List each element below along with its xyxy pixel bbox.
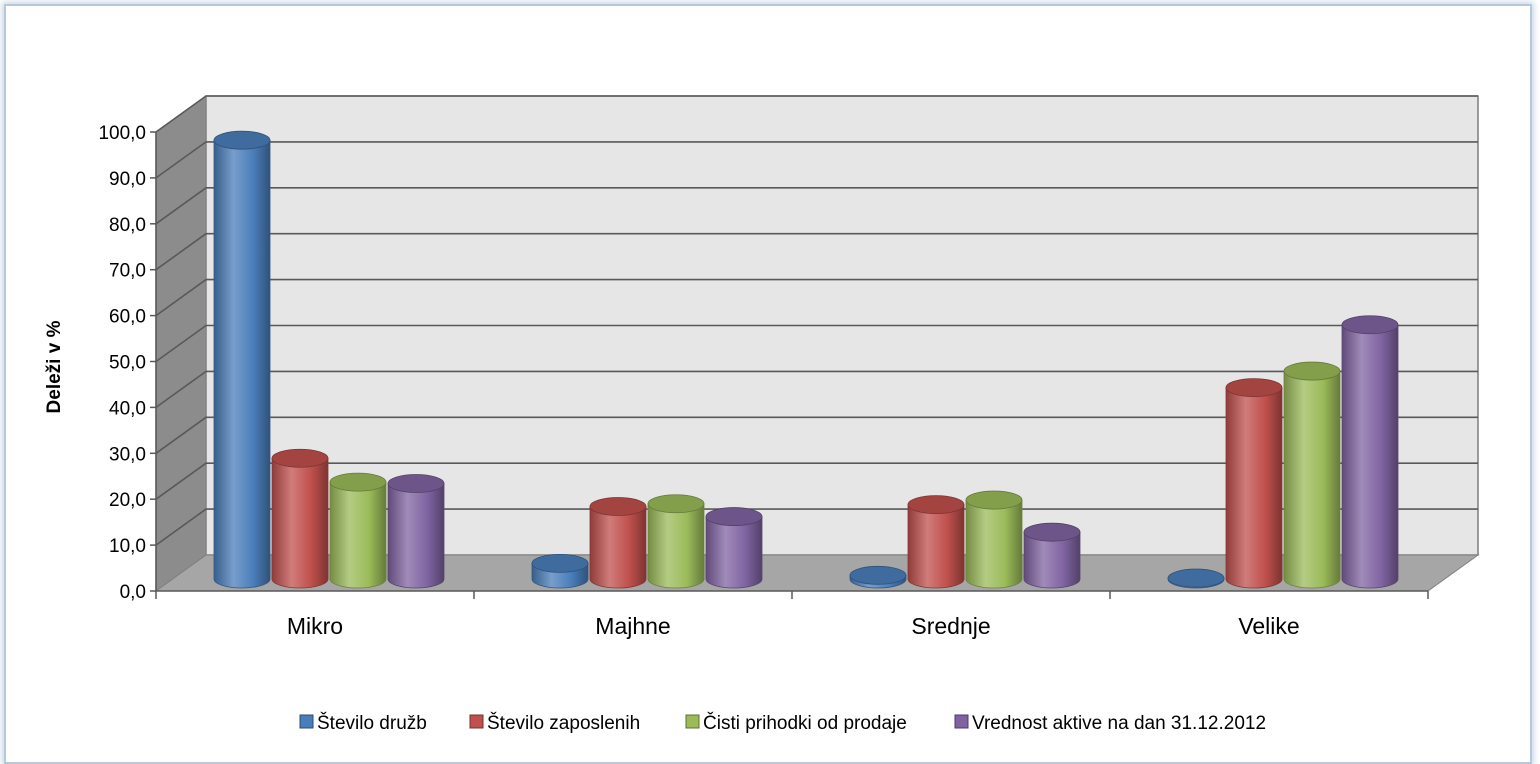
x-category-label-mikro: Mikro	[287, 613, 343, 639]
bar-mikro-vrednost-aktive-na-dan-31-12-2012	[387, 474, 445, 589]
bar-body	[965, 499, 1023, 589]
bar-mikro-stevilo-zaposlenih	[271, 448, 329, 589]
y-axis-label: Deleži v %	[44, 320, 65, 413]
gridline	[155, 141, 1478, 179]
y-tick-label: 40,0	[109, 398, 146, 419]
y-tick-label: 90,0	[109, 169, 146, 190]
bar-body	[213, 139, 271, 589]
legend-label: Čisti prihodki od prodaje	[703, 712, 907, 734]
bar-majhne-vrednost-aktive-na-dan-31-12-2012	[705, 507, 763, 589]
bar-mikro-cisti-prihodki-od-prodaje	[329, 472, 387, 589]
bar-top	[1341, 315, 1399, 335]
legend: Število družb Število zaposlenih Čisti pri…	[299, 712, 1266, 734]
bar-top	[849, 565, 907, 585]
legend-label: Število zaposlenih	[487, 712, 640, 734]
bar-body	[1283, 370, 1341, 589]
bar-majhne-cisti-prihodki-od-prodaje	[647, 494, 705, 589]
bar-body	[907, 504, 965, 589]
bar-top	[271, 448, 329, 468]
bar-body	[329, 481, 387, 589]
x-category-labels: Mikro Majhne Srednje Velike	[287, 613, 1300, 639]
gridline	[155, 232, 1478, 271]
gridline	[155, 508, 1478, 546]
bar-velike-cisti-prihodki-od-prodaje	[1283, 361, 1341, 589]
y-tick-label: 70,0	[109, 261, 146, 282]
gridline	[155, 187, 1478, 225]
x-category-label-majhne: Majhne	[595, 613, 670, 639]
bar-top	[1283, 361, 1341, 381]
bar-body	[1023, 531, 1081, 589]
bar-velike-stevilo-zaposlenih	[1225, 378, 1283, 589]
y-tick-label: 100,0	[98, 123, 146, 144]
bar-top	[1167, 568, 1225, 588]
bar-top	[213, 130, 271, 150]
legend-item-vrednost-aktive-na-dan-31-12-2012: Vrednost aktive na dan 31.12.2012	[954, 713, 1266, 734]
legend-item-cisti-prihodki-od-prodaje: Čisti prihodki od prodaje	[685, 712, 907, 734]
bar-velike-stevilo-druzb	[1167, 568, 1225, 589]
bar-body	[647, 503, 705, 589]
gridlines	[150, 95, 1478, 592]
x-category-label-velike: Velike	[1238, 613, 1299, 639]
y-tick-label: 10,0	[109, 536, 146, 557]
bar-top	[647, 494, 705, 514]
y-tick-labels: 0,0 10,0 20,0 30,0 40,0 50,0 60,0 70,0 80,0 90,0 1…	[98, 123, 146, 603]
bar-mikro-stevilo-druzb	[213, 130, 271, 589]
bar-srednje-stevilo-zaposlenih	[907, 495, 965, 589]
bar-top	[329, 472, 387, 492]
gridline	[155, 416, 1478, 454]
y-tick-label: 50,0	[109, 353, 146, 374]
y-tick-label: 60,0	[109, 307, 146, 328]
legend-label: Vrednost aktive na dan 31.12.2012	[972, 713, 1266, 734]
gridline	[155, 278, 1478, 317]
x-category-label-srednje: Srednje	[911, 613, 990, 639]
bar-top	[705, 507, 763, 526]
bar-body	[1225, 387, 1283, 589]
gridline	[155, 370, 1478, 409]
gridline	[155, 324, 1478, 363]
bar-body	[705, 516, 763, 589]
gridline	[155, 95, 1478, 133]
bar-majhne-stevilo-zaposlenih	[589, 497, 647, 589]
axes	[155, 132, 1429, 599]
y-tick-label: 30,0	[109, 444, 146, 465]
bar-top	[589, 497, 647, 516]
bar-body	[387, 483, 445, 589]
bar-velike-vrednost-aktive-na-dan-31-12-2012	[1341, 315, 1399, 589]
bars	[213, 130, 1399, 589]
y-tick-label: 0,0	[120, 582, 146, 603]
bar-body	[589, 506, 647, 589]
legend-swatch	[954, 714, 969, 729]
legend-item-stevilo-druzb: Število družb	[299, 712, 427, 734]
bar-srednje-cisti-prihodki-od-prodaje	[965, 490, 1023, 589]
bar-srednje-stevilo-druzb	[849, 565, 907, 589]
bar-body	[1341, 324, 1399, 589]
legend-label: Število družb	[317, 712, 427, 734]
gridline	[155, 462, 1478, 500]
legend-swatch	[299, 714, 314, 729]
y-tick-label: 20,0	[109, 490, 146, 511]
bar-top	[387, 474, 445, 493]
y-tick-label: 80,0	[109, 215, 146, 236]
bar-top	[907, 495, 965, 515]
bar-srednje-vrednost-aktive-na-dan-31-12-2012	[1023, 522, 1081, 589]
legend-swatch	[685, 714, 700, 729]
bar-top	[1225, 378, 1283, 397]
legend-swatch	[469, 714, 484, 729]
bar-majhne-stevilo-druzb	[531, 553, 589, 589]
legend-item-stevilo-zaposlenih: Število zaposlenih	[469, 712, 640, 734]
bar-body	[271, 457, 329, 589]
bar-top	[965, 490, 1023, 510]
bar-top	[531, 553, 589, 573]
bar-top	[1023, 522, 1081, 542]
